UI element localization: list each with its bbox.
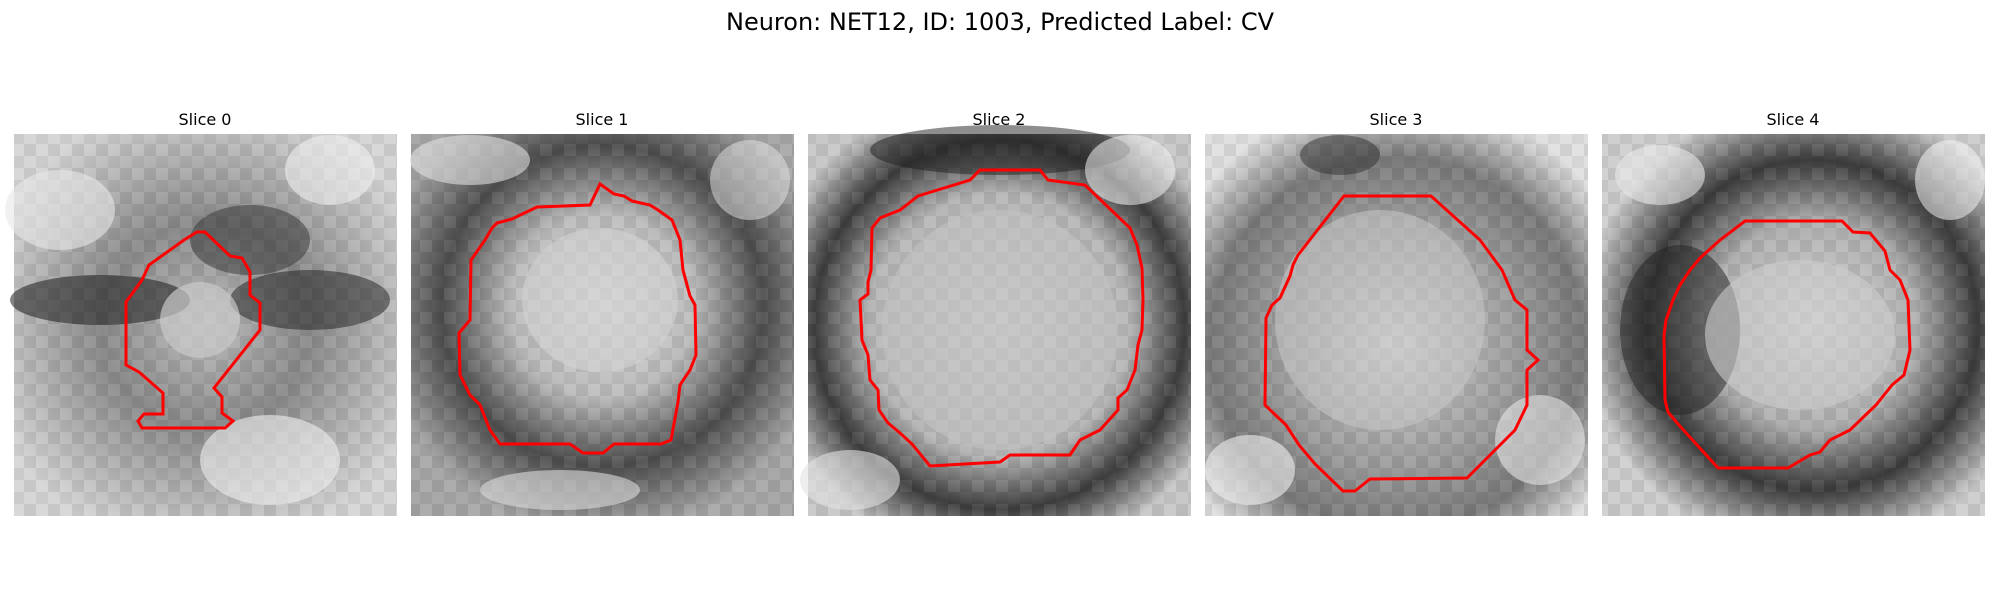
slice-4-image (1602, 134, 1985, 516)
slice-2-image (800, 125, 1191, 516)
slice-0-contour (124, 230, 262, 430)
slice-2-title: Slice 2 (972, 110, 1026, 129)
slice-0-title: Slice 0 (178, 110, 232, 129)
slice-1-image (410, 134, 794, 516)
slice-2-contour (858, 168, 1145, 468)
slice-4-contour (1662, 219, 1912, 470)
slice-4-title: Slice 4 (1766, 110, 1820, 129)
slice-3-image (1205, 134, 1588, 516)
slice-3-contour (1263, 194, 1541, 493)
slice-1-contour (457, 181, 698, 455)
slice-1-title: Slice 1 (575, 110, 629, 129)
slice-3-title: Slice 3 (1369, 110, 1423, 129)
figure-title: Neuron: NET12, ID: 1003, Predicted Label… (726, 8, 1274, 36)
slice-0-image (5, 134, 397, 516)
